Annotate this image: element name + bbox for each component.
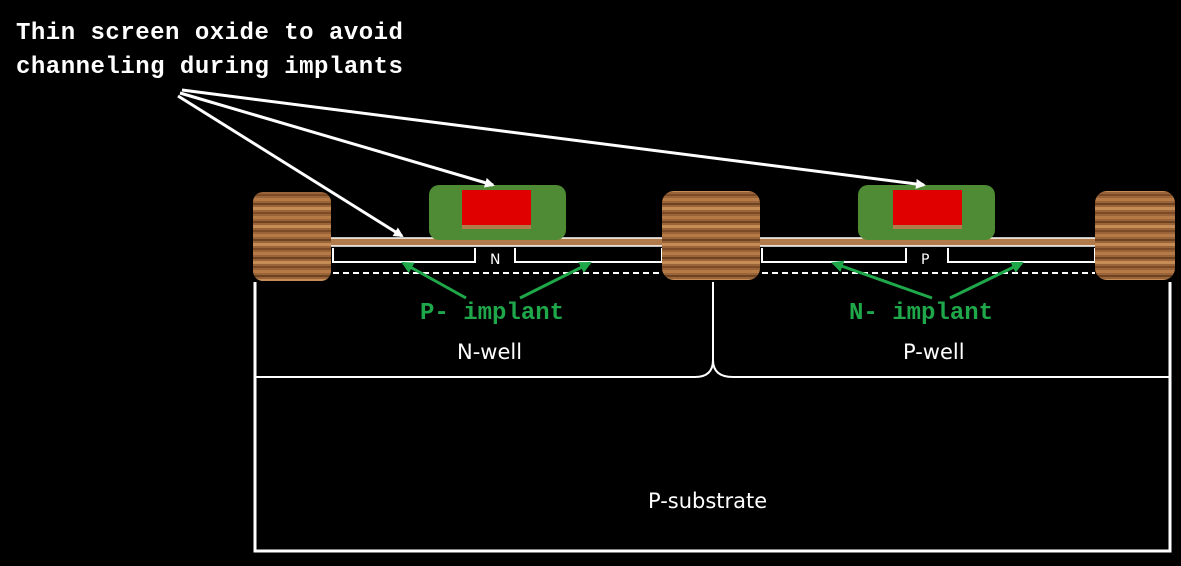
p-channel-label: P — [921, 252, 930, 268]
annotation-arrow-2 — [179, 91, 495, 188]
n-implant-arrow-right — [949, 261, 1024, 300]
annotation-arrow-1 — [177, 94, 404, 238]
n-channel-label: N — [490, 252, 501, 268]
p-implant-arrow-left — [401, 261, 467, 300]
n-well-label: N-well — [457, 340, 523, 364]
nmos-drain-region — [947, 248, 1096, 263]
nmos-gate — [893, 190, 962, 225]
n-implant-label: N- implant — [849, 300, 994, 327]
annotation-arrow-3 — [181, 88, 926, 189]
p-well-boundary — [712, 359, 1170, 378]
pmos-gate-oxide — [462, 225, 531, 229]
nmos-gate-oxide — [893, 225, 962, 229]
n-implant-arrow-left — [831, 260, 933, 300]
p-implant-label: P- implant — [420, 300, 565, 327]
annotation-line-2: channeling during implants — [16, 54, 404, 81]
nmos-source-region — [761, 248, 907, 263]
p-well-label: P-well — [903, 340, 965, 364]
pmos-source-region — [332, 248, 476, 263]
substrate-outline — [253, 282, 1172, 553]
p-substrate-label: P-substrate — [648, 489, 768, 513]
annotation-line-1: Thin screen oxide to avoid — [16, 20, 404, 47]
field-oxide-middle — [662, 191, 760, 280]
pmos-drain-region — [514, 248, 663, 263]
field-oxide-left — [253, 192, 331, 281]
field-oxide-right — [1095, 191, 1175, 280]
pmos-gate — [462, 190, 531, 225]
p-implant-arrow-right — [519, 261, 592, 300]
